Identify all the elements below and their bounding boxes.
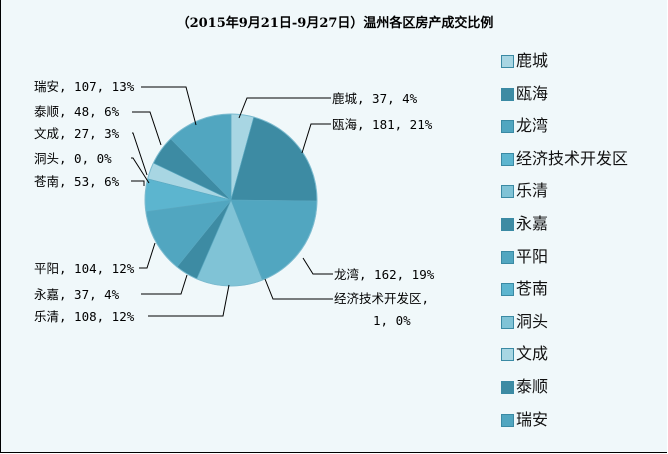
legend-item[interactable]: 永嘉 bbox=[501, 213, 628, 246]
legend: 鹿城 瓯海 龙湾 经济技术开发区 乐清 永嘉 平阳 苍南 洞头 文成 泰顺 瑞安 bbox=[501, 50, 628, 441]
legend-swatch bbox=[501, 380, 514, 394]
legend-swatch bbox=[501, 217, 514, 231]
label-jingji-line1: 经济技术开发区, bbox=[334, 291, 429, 306]
legend-item[interactable]: 文成 bbox=[501, 343, 628, 376]
legend-item[interactable]: 苍南 bbox=[501, 278, 628, 311]
legend-swatch bbox=[501, 413, 514, 427]
label-yongjia: 永嘉, 37, 4% bbox=[34, 287, 120, 302]
legend-swatch bbox=[501, 55, 514, 68]
legend-item[interactable]: 经济技术开发区 bbox=[501, 148, 628, 181]
legend-item[interactable]: 龙湾 bbox=[501, 115, 628, 148]
chart-title: （2015年9月21日-9月27日）温州各区房产成交比例 bbox=[176, 16, 494, 31]
legend-swatch bbox=[501, 87, 514, 101]
legend-item[interactable]: 泰顺 bbox=[501, 376, 628, 409]
label-longwan: 龙湾, 162, 19% bbox=[334, 267, 435, 282]
legend-item[interactable]: 鹿城 bbox=[501, 50, 628, 83]
legend-swatch bbox=[501, 348, 514, 362]
legend-swatch bbox=[501, 283, 514, 297]
legend-item[interactable]: 洞头 bbox=[501, 311, 628, 344]
legend-swatch bbox=[501, 152, 514, 166]
legend-item[interactable]: 乐清 bbox=[501, 180, 628, 213]
legend-swatch bbox=[501, 120, 514, 134]
legend-item[interactable]: 瑞安 bbox=[501, 409, 628, 442]
legend-item[interactable]: 瓯海 bbox=[501, 83, 628, 116]
label-ruian: 瑞安, 107, 13% bbox=[34, 79, 135, 94]
label-pingyang: 平阳, 104, 12% bbox=[34, 261, 135, 276]
label-jingji-line2: 1, 0% bbox=[373, 313, 411, 328]
legend-item[interactable]: 平阳 bbox=[501, 246, 628, 279]
label-yueqing: 乐清, 108, 12% bbox=[34, 309, 135, 324]
legend-swatch bbox=[501, 315, 514, 329]
label-wencheng: 文成, 27, 3% bbox=[34, 126, 120, 141]
legend-swatch bbox=[501, 250, 514, 264]
leader-lines bbox=[131, 86, 333, 317]
label-taishun: 泰顺, 48, 6% bbox=[34, 104, 120, 119]
legend-swatch bbox=[501, 185, 514, 199]
label-dongtou: 洞头, 0, 0% bbox=[34, 151, 112, 166]
label-cangnan: 苍南, 53, 6% bbox=[34, 174, 120, 189]
label-ouhai: 瓯海, 181, 21% bbox=[332, 117, 433, 132]
label-lucheng: 鹿城, 37, 4% bbox=[332, 91, 418, 106]
pie-slices bbox=[144, 113, 318, 287]
